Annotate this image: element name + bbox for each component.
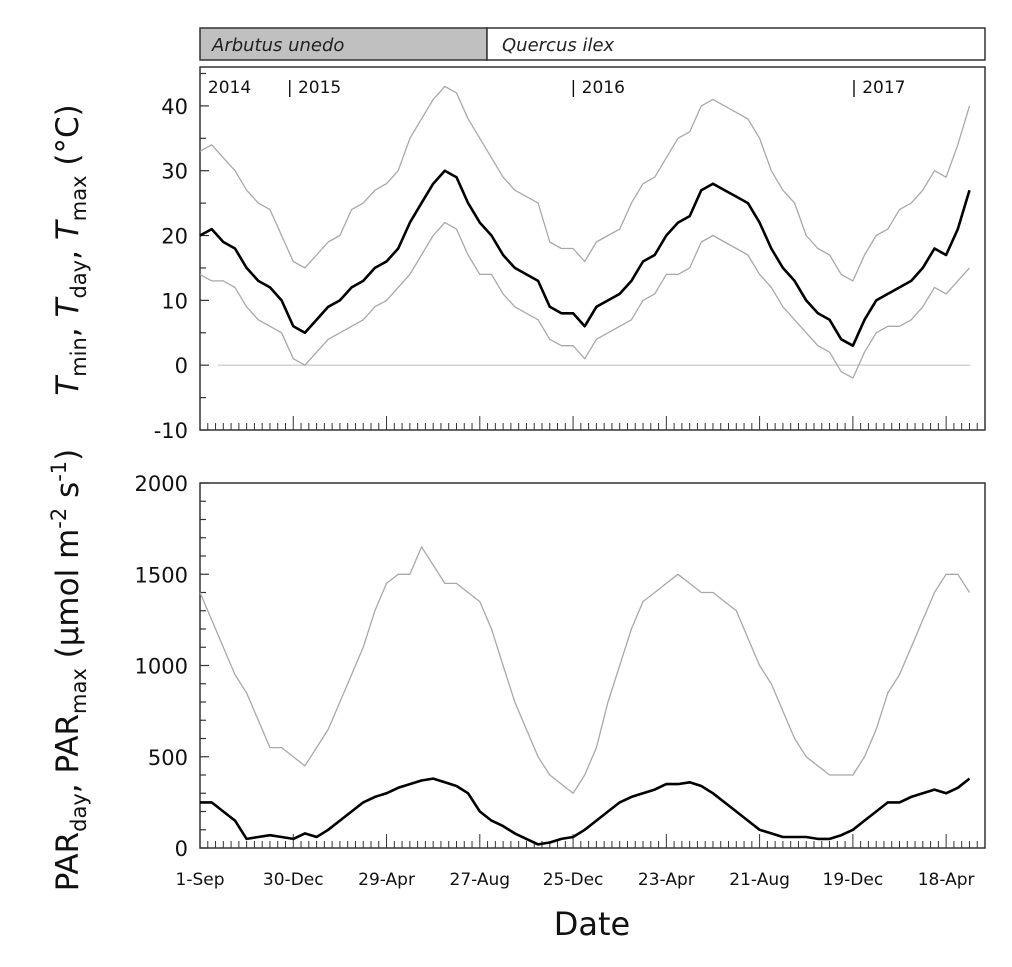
temperature-y-axis-label: Tmin, Tday, Tmax (°C) <box>50 104 91 395</box>
par-plot-frame <box>199 482 986 849</box>
par-panel: PARday, PARmax (µmol m-2 s-1) Date 0 500 1… <box>47 449 986 943</box>
x-tick-label: 30-Dec <box>263 870 324 890</box>
x-axis-label: Date <box>554 905 630 943</box>
series-tmax-line <box>199 85 971 282</box>
temperature-plot-frame <box>199 66 986 431</box>
series-parmax-line <box>199 546 971 794</box>
x-tick-label: 29-Apr <box>358 870 415 890</box>
y-tick-label: 500 <box>148 746 188 770</box>
year-label: | 2017 <box>851 78 905 98</box>
y-tick-label: 0 <box>175 837 188 861</box>
temperature-panel: 2014 | 2015 | 2016 | 2017 Tmin, Tday, Tm… <box>50 66 986 443</box>
species-bar-arbutus <box>199 27 488 61</box>
series-tmin-line <box>199 221 970 379</box>
x-tick-label: 18-Apr <box>918 870 975 890</box>
y-tick-label: 1000 <box>135 655 188 679</box>
x-tick-label: 21-Aug <box>729 870 790 890</box>
series-parday-line <box>200 777 971 846</box>
y-tick-label: -10 <box>154 419 188 443</box>
year-label: | 2016 <box>571 78 625 98</box>
species-bar: Arbutus unedo Quercus ilex <box>199 27 986 61</box>
y-tick-label: 1500 <box>135 563 188 587</box>
y-tick-label: 20 <box>161 225 188 249</box>
x-tick-label: 23-Apr <box>638 870 695 890</box>
y-tick-label: 40 <box>161 95 188 119</box>
species-label-quercus: Quercus ilex <box>502 35 615 56</box>
par-y-axis-label: PARday, PARmax (µmol m-2 s-1) <box>47 449 91 892</box>
year-label: | 2015 <box>287 78 341 98</box>
year-label: 2014 <box>208 78 251 98</box>
x-tick-label: 27-Aug <box>450 870 511 890</box>
species-bar-quercus <box>486 27 986 61</box>
series-tday-line <box>199 169 971 348</box>
y-tick-label: 2000 <box>135 472 188 496</box>
x-tick-label: 19-Dec <box>823 870 884 890</box>
y-tick-label: 10 <box>161 289 188 313</box>
species-label-arbutus: Arbutus unedo <box>211 35 344 56</box>
x-tick-label: 1-Sep <box>176 870 225 890</box>
year-labels: 2014 | 2015 | 2016 | 2017 <box>208 78 906 98</box>
y-tick-label: 0 <box>175 354 188 378</box>
x-tick-label: 25-Dec <box>543 870 604 890</box>
y-tick-label: 30 <box>161 160 188 184</box>
